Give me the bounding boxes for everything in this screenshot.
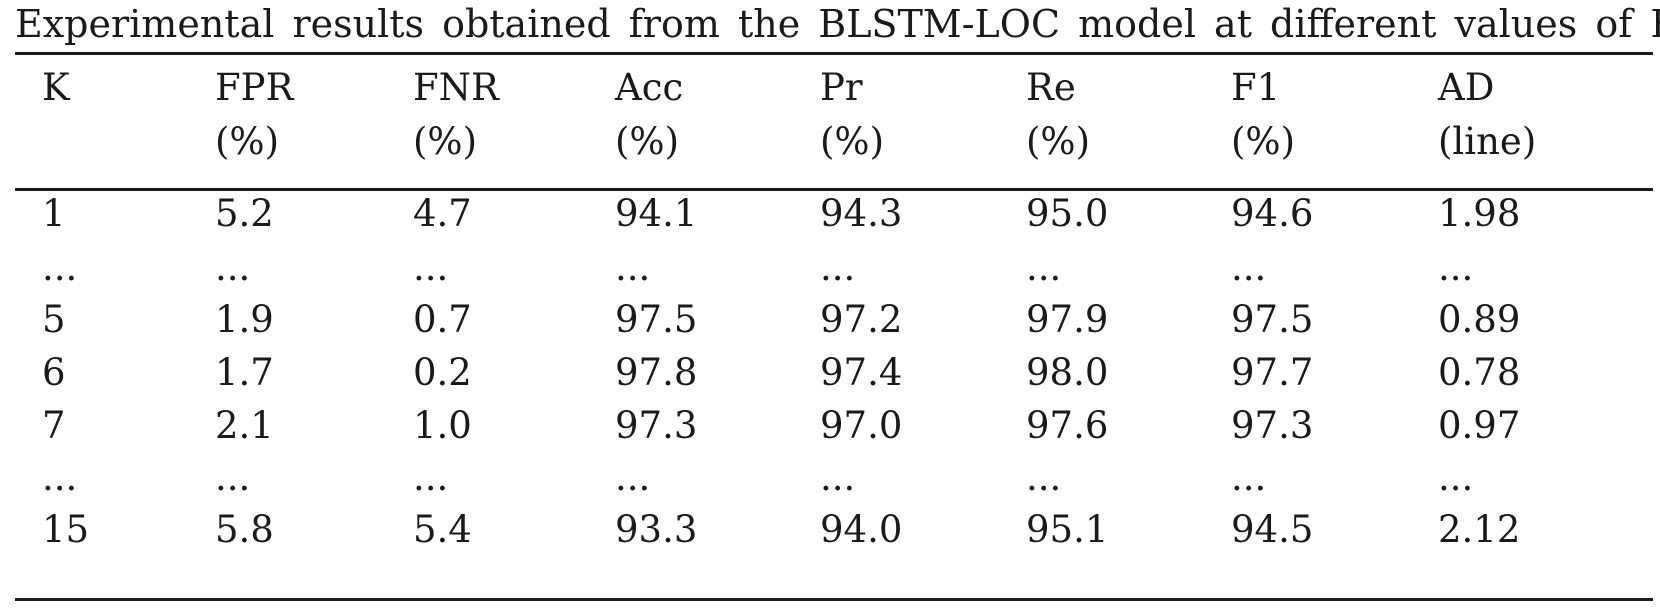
table-cell-f1: 94.6: [1231, 192, 1314, 235]
table-cell-k: 6: [42, 351, 66, 394]
table-cell-re: 97.6: [1026, 404, 1109, 447]
column-unit-acc: (%): [615, 120, 680, 163]
table-cell-re: 98.0: [1026, 351, 1109, 394]
table-cell-re: 95.0: [1026, 192, 1109, 235]
table-cell-pr: 94.0: [820, 508, 903, 551]
table-cell-fnr: 4.7: [413, 192, 472, 235]
table-cell-ad: ...: [1438, 456, 1474, 499]
table-cell-ad: 2.12: [1438, 508, 1521, 551]
table-cell-ad: ...: [1438, 246, 1474, 289]
table-cell-fpr: 5.2: [215, 192, 274, 235]
table-cell-pr: 97.2: [820, 298, 903, 341]
table-cell-f1: ...: [1231, 456, 1267, 499]
table-cell-pr: ...: [820, 246, 856, 289]
table-cell-f1: 94.5: [1231, 508, 1314, 551]
column-header-k: K: [42, 66, 70, 109]
table-cell-acc: ...: [615, 246, 651, 289]
column-header-pr: Pr: [820, 66, 863, 109]
bottom-rule: [15, 598, 1653, 601]
table-cell-k: 5: [42, 298, 66, 341]
table-cell-f1: 97.3: [1231, 404, 1314, 447]
table-cell-re: ...: [1026, 456, 1062, 499]
table-cell-fnr: ...: [413, 456, 449, 499]
table-cell-acc: 97.3: [615, 404, 698, 447]
table-cell-acc: 97.5: [615, 298, 698, 341]
table-cell-ad: 0.89: [1438, 298, 1521, 341]
column-header-fnr: FNR: [413, 66, 499, 109]
table-cell-k: ...: [42, 456, 78, 499]
table-cell-k: 15: [42, 508, 90, 551]
table-cell-re: 95.1: [1026, 508, 1109, 551]
table-cell-acc: 97.8: [615, 351, 698, 394]
table-cell-f1: 97.5: [1231, 298, 1314, 341]
column-unit-fpr: (%): [215, 120, 280, 163]
table-cell-acc: 94.1: [615, 192, 698, 235]
table-cell-fnr: 1.0: [413, 404, 472, 447]
top-rule: [15, 52, 1653, 55]
table-cell-k: 1: [42, 192, 66, 235]
table-cell-re: ...: [1026, 246, 1062, 289]
header-rule: [15, 188, 1653, 191]
table-cell-fnr: ...: [413, 246, 449, 289]
column-unit-f1: (%): [1231, 120, 1296, 163]
table-cell-acc: ...: [615, 456, 651, 499]
table-cell-pr: 97.4: [820, 351, 903, 394]
table-caption: Experimental results obtained from the B…: [15, 2, 1660, 46]
column-header-ad: AD: [1438, 66, 1495, 109]
table-cell-fpr: 2.1: [215, 404, 274, 447]
table-cell-fpr: 5.8: [215, 508, 274, 551]
column-unit-pr: (%): [820, 120, 885, 163]
table-cell-fpr: 1.7: [215, 351, 274, 394]
column-header-fpr: FPR: [215, 66, 294, 109]
table-cell-k: ...: [42, 246, 78, 289]
table-cell-k: 7: [42, 404, 66, 447]
table-cell-acc: 93.3: [615, 508, 698, 551]
table-cell-fpr: 1.9: [215, 298, 274, 341]
column-header-re: Re: [1026, 66, 1076, 109]
table-cell-pr: 94.3: [820, 192, 903, 235]
column-header-f1: F1: [1231, 66, 1281, 109]
table-cell-pr: ...: [820, 456, 856, 499]
column-unit-ad: (line): [1438, 120, 1537, 163]
column-unit-fnr: (%): [413, 120, 478, 163]
column-header-acc: Acc: [615, 66, 684, 109]
table-cell-fpr: ...: [215, 246, 251, 289]
table-cell-ad: 0.97: [1438, 404, 1521, 447]
table-cell-fnr: 0.7: [413, 298, 472, 341]
table-cell-ad: 0.78: [1438, 351, 1521, 394]
table-cell-f1: ...: [1231, 246, 1267, 289]
table-cell-re: 97.9: [1026, 298, 1109, 341]
table-cell-ad: 1.98: [1438, 192, 1521, 235]
column-unit-re: (%): [1026, 120, 1091, 163]
table-cell-fnr: 0.2: [413, 351, 472, 394]
table-cell-f1: 97.7: [1231, 351, 1314, 394]
table-cell-fnr: 5.4: [413, 508, 472, 551]
table-cell-fpr: ...: [215, 456, 251, 499]
table-cell-pr: 97.0: [820, 404, 903, 447]
